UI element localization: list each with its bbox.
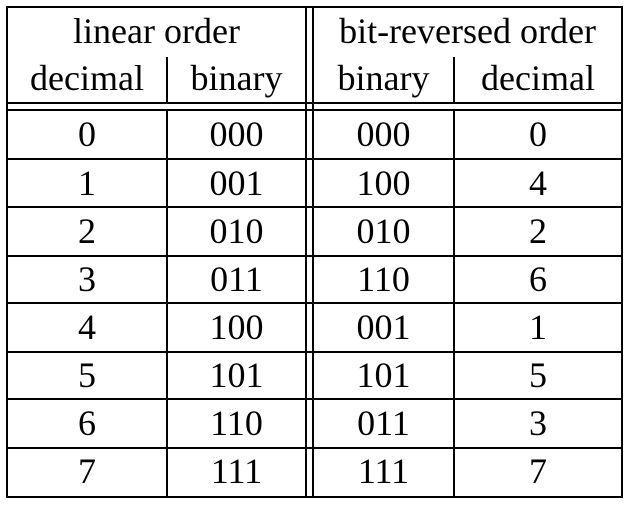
cell-linear-binary: 001: [209, 163, 264, 203]
row-separator: [6, 398, 623, 400]
cell-bitrev-binary: 000: [356, 114, 411, 154]
cell-linear-binary: 111: [210, 451, 263, 491]
row-separator: [6, 351, 623, 353]
cell-bitrev-decimal: 4: [529, 163, 547, 203]
cell-linear-decimal: 0: [78, 114, 96, 154]
table-right-border: [621, 6, 623, 498]
row-separator: [6, 158, 623, 160]
row-separator: [6, 447, 623, 449]
row-separator: [6, 206, 623, 208]
cell-linear-decimal: 6: [78, 403, 96, 443]
group-header-linear: linear order: [73, 11, 240, 51]
row-separator: [6, 302, 623, 304]
cell-bitrev-binary: 110: [357, 259, 410, 299]
row-separator: [6, 255, 623, 257]
table-bottom-border: [6, 496, 623, 498]
cell-linear-binary: 110: [210, 403, 263, 443]
cell-bitrev-decimal: 5: [529, 355, 547, 395]
cell-linear-binary: 101: [209, 355, 264, 395]
table-top-border: [6, 6, 623, 8]
group-divider-2: [312, 6, 314, 498]
cell-bitrev-binary: 111: [357, 451, 410, 491]
column-divider-bitrev: [453, 57, 455, 104]
cell-bitrev-binary: 100: [356, 163, 411, 203]
cell-linear-binary: 100: [209, 307, 264, 347]
cell-bitrev-decimal: 3: [529, 403, 547, 443]
cell-linear-binary: 010: [209, 211, 264, 251]
header-bottom-rule-2: [6, 109, 623, 111]
group-header-bit-reversed: bit-reversed order: [339, 11, 596, 51]
cell-linear-decimal: 4: [78, 307, 96, 347]
cell-linear-decimal: 5: [78, 355, 96, 395]
cell-bitrev-decimal: 1: [529, 307, 547, 347]
column-divider-linear: [166, 57, 168, 104]
cell-bitrev-decimal: 7: [529, 451, 547, 491]
cell-linear-decimal: 3: [78, 259, 96, 299]
cell-linear-decimal: 1: [78, 163, 96, 203]
column-header-decimal-linear: decimal: [30, 58, 144, 98]
cell-linear-decimal: 2: [78, 211, 96, 251]
cell-bitrev-decimal: 6: [529, 259, 547, 299]
cell-linear-binary: 000: [209, 114, 264, 154]
cell-linear-decimal: 7: [78, 451, 96, 491]
header-bottom-rule-1: [6, 102, 623, 104]
column-header-binary-bitrev: binary: [337, 58, 430, 98]
cell-bitrev-binary: 010: [356, 211, 411, 251]
cell-bitrev-binary: 011: [357, 403, 410, 443]
cell-bitrev-decimal: 2: [529, 211, 547, 251]
cell-bitrev-binary: 001: [356, 307, 411, 347]
cell-linear-binary: 011: [210, 259, 263, 299]
cell-bitrev-decimal: 0: [529, 114, 547, 154]
column-header-binary-linear: binary: [190, 58, 283, 98]
table-left-border: [6, 6, 8, 498]
column-header-decimal-bitrev: decimal: [481, 58, 595, 98]
cell-bitrev-binary: 101: [356, 355, 411, 395]
group-divider-1: [305, 6, 307, 498]
